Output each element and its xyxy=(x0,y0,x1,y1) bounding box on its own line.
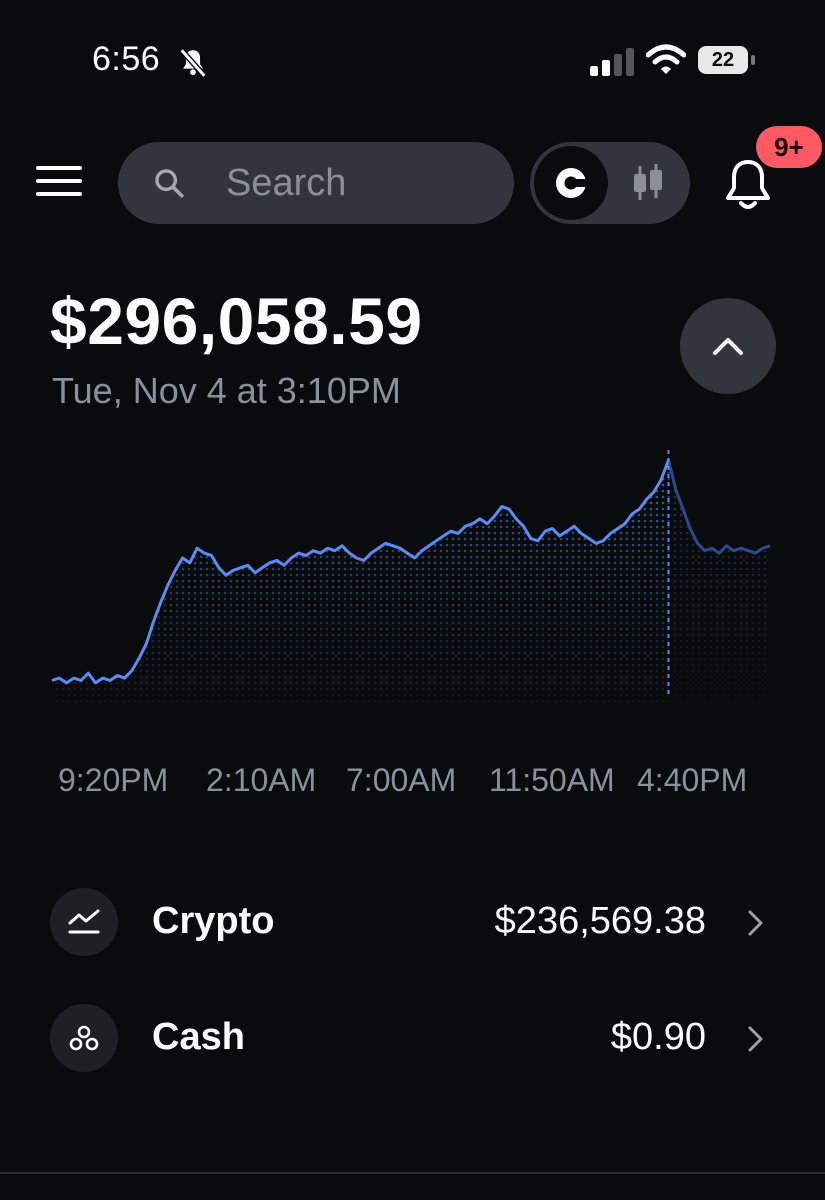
wifi-icon xyxy=(646,44,686,74)
bottom-divider xyxy=(0,1172,825,1174)
x-axis-tick-label: 11:50AM xyxy=(489,762,615,798)
portfolio-chart[interactable] xyxy=(0,440,825,720)
coinbase-logo-icon[interactable] xyxy=(534,146,608,220)
asset-value: $236,569.38 xyxy=(494,900,706,942)
battery-icon: 22 xyxy=(698,46,758,76)
asset-name: Crypto xyxy=(152,900,275,942)
battery-cap xyxy=(751,55,755,65)
chart-area xyxy=(52,460,770,705)
asset-row-cash[interactable]: Cash $0.90 xyxy=(50,1004,780,1072)
view-mode-toggle[interactable] xyxy=(530,142,690,224)
asset-row-crypto[interactable]: Crypto $236,569.38 xyxy=(50,888,780,956)
chevron-right-icon xyxy=(748,1026,763,1052)
battery-level: 22 xyxy=(698,46,748,74)
x-axis-tick-label: 2:10AM xyxy=(206,762,317,798)
portfolio-balance: $296,058.59 xyxy=(50,284,423,358)
coins-icon xyxy=(50,1004,118,1072)
trend-line-icon xyxy=(50,888,118,956)
chevron-right-icon xyxy=(748,910,763,936)
chart-x-axis: 9:20PM 2:10AM 7:00AM 11:50AM 4:40PM xyxy=(0,762,825,802)
collapse-chart-button[interactable] xyxy=(680,298,776,394)
search-bar[interactable] xyxy=(118,142,514,224)
x-axis-tick-label: 7:00AM xyxy=(346,762,457,798)
bell-slash-icon xyxy=(179,48,207,78)
chart-series-line xyxy=(51,458,669,685)
candlestick-icon[interactable] xyxy=(630,162,666,204)
search-icon xyxy=(155,169,184,198)
balance-timestamp: Tue, Nov 4 at 3:10PM xyxy=(52,370,401,411)
x-axis-tick-label: 9:20PM xyxy=(58,762,169,798)
status-time: 6:56 xyxy=(92,40,161,78)
notification-badge: 9+ xyxy=(756,126,822,168)
cellular-signal-icon xyxy=(590,48,634,76)
asset-name: Cash xyxy=(152,1016,245,1058)
asset-value: $0.90 xyxy=(610,1016,706,1058)
bell-icon[interactable] xyxy=(722,156,774,212)
chevron-up-icon xyxy=(713,338,743,355)
hamburger-menu-icon[interactable] xyxy=(36,166,82,200)
x-axis-tick-label: 4:40PM xyxy=(637,762,748,798)
search-input[interactable] xyxy=(224,160,488,206)
